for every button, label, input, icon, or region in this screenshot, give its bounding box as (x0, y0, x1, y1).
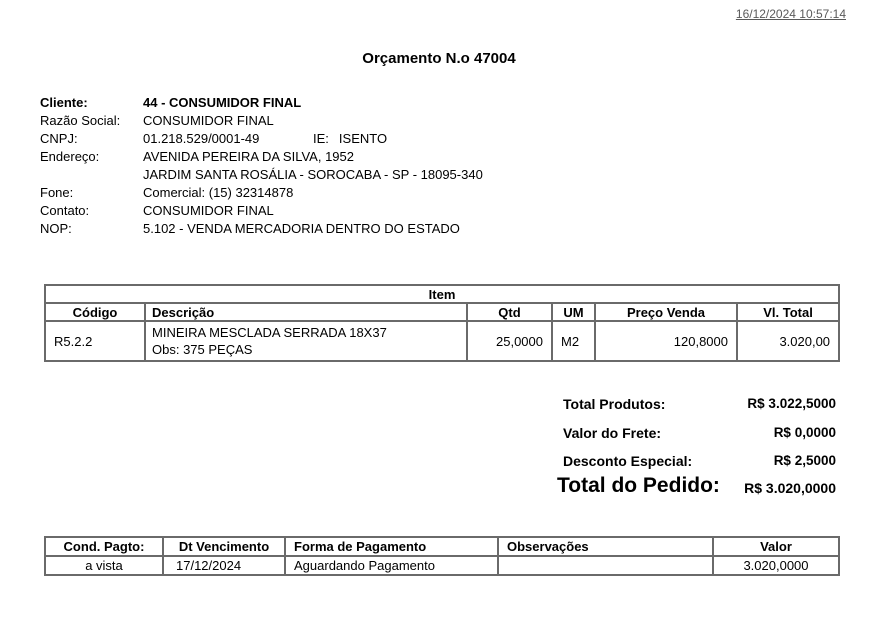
client-row-nop: NOP: 5.102 - VENDA MERCADORIA DENTRO DO E… (40, 220, 483, 238)
field-label: NOP: (40, 221, 72, 236)
item-um: M2 (552, 321, 595, 361)
page-title: Orçamento N.o 47004 (362, 50, 516, 67)
col-header-um: UM (552, 303, 595, 321)
field-label: Cliente: (40, 95, 88, 110)
field-value: 5.102 - VENDA MERCADORIA DENTRO DO ESTAD… (143, 221, 460, 236)
col-header-forma-pagamento: Forma de Pagamento (285, 537, 498, 556)
col-header-dt-vencimento: Dt Vencimento (163, 537, 285, 556)
items-table: Item Código Descrição Qtd UM Preço Venda… (44, 284, 841, 362)
client-row-cliente: Cliente: 44 - CONSUMIDOR FINAL (40, 94, 483, 112)
field-label: Razão Social: (40, 113, 121, 128)
ie-value: ISENTO (338, 131, 388, 146)
item-qtd: 25,0000 (467, 321, 552, 361)
payment-dt-vencimento: 17/12/2024 (163, 556, 285, 575)
col-header-observacoes: Observações (498, 537, 713, 556)
client-row-contato: Contato: CONSUMIDOR FINAL (40, 202, 483, 220)
field-value: JARDIM SANTA ROSÁLIA - SOROCABA - SP - 1… (143, 167, 483, 182)
payment-cond-pagto: a vista (45, 556, 163, 575)
client-row-fone: Fone: Comercial: (15) 32314878 (40, 184, 483, 202)
print-timestamp: 16/12/2024 10:57:14 (735, 7, 846, 21)
valor-frete-label: Valor do Frete: (563, 425, 662, 441)
item-vl-total: 3.020,00 (737, 321, 840, 361)
totals-block: Total Produtos: R$ 3.022,5000 Valor do F… (44, 392, 838, 512)
client-row-razao-social: Razão Social: CONSUMIDOR FINAL (40, 112, 483, 130)
item-preco-venda: 120,8000 (595, 321, 737, 361)
col-header-qtd: Qtd (467, 303, 552, 321)
totals-row-frete: Valor do Frete: R$ 0,0000 (44, 425, 838, 447)
item-codigo: R5.2.2 (45, 321, 145, 361)
col-header-vl-total: Vl. Total (737, 303, 840, 321)
field-value: CONSUMIDOR FINAL (143, 203, 274, 218)
field-value: Comercial: (15) 32314878 (143, 185, 294, 200)
col-header-preco-venda: Preço Venda (595, 303, 737, 321)
item-descricao-line1: MINEIRA MESCLADA SERRADA 18X37 (152, 325, 387, 340)
field-label: Endereço: (40, 149, 100, 164)
field-value: 44 - CONSUMIDOR FINAL (143, 95, 302, 110)
total-produtos-value: R$ 3.022,5000 (747, 396, 836, 411)
payment-table-header-row: Cond. Pagto: Dt Vencimento Forma de Paga… (45, 537, 839, 556)
total-pedido-value: R$ 3.020,0000 (744, 480, 836, 496)
item-row: R5.2.2 MINEIRA MESCLADA SERRADA 18X37 Ob… (45, 321, 840, 361)
totals-row-desconto: Desconto Especial: R$ 2,5000 (44, 453, 838, 475)
field-label: Fone: (40, 185, 74, 200)
field-value: 01.218.529/0001-49 (143, 131, 260, 146)
client-row-endereco: Endereço: AVENIDA PEREIRA DA SILVA, 1952 (40, 148, 483, 166)
items-table-title: Item (45, 285, 840, 303)
field-label: Contato: (40, 203, 90, 218)
col-header-descricao: Descrição (145, 303, 467, 321)
payment-row: a vista 17/12/2024 Aguardando Pagamento … (45, 556, 839, 575)
total-pedido-label: Total do Pedido: (557, 474, 720, 497)
client-row-cnpj: CNPJ: 01.218.529/0001-49 IE: ISENTO (40, 130, 483, 148)
item-descricao: MINEIRA MESCLADA SERRADA 18X37 Obs: 375 … (145, 321, 467, 361)
col-header-codigo: Código (45, 303, 145, 321)
col-header-valor: Valor (713, 537, 839, 556)
payment-forma-pagamento: Aguardando Pagamento (285, 556, 498, 575)
totals-row-pedido: Total do Pedido: R$ 3.020,0000 (44, 474, 838, 500)
payment-observacoes (498, 556, 713, 575)
items-table-header-row: Código Descrição Qtd UM Preço Venda Vl. … (45, 303, 840, 321)
client-info-block: Cliente: 44 - CONSUMIDOR FINAL Razão Soci… (40, 94, 483, 238)
item-descricao-line2: Obs: 375 PEÇAS (152, 342, 253, 357)
items-table-section-row: Item (45, 285, 840, 303)
col-header-cond-pagto: Cond. Pagto: (45, 537, 163, 556)
valor-frete-value: R$ 0,0000 (773, 425, 836, 440)
field-label: CNPJ: (40, 131, 78, 146)
ie-label: IE: (313, 131, 329, 146)
total-produtos-label: Total Produtos: (563, 396, 666, 412)
field-value: AVENIDA PEREIRA DA SILVA, 1952 (143, 149, 354, 164)
payment-valor: 3.020,0000 (713, 556, 839, 575)
totals-row-produtos: Total Produtos: R$ 3.022,5000 (44, 396, 838, 418)
payment-table: Cond. Pagto: Dt Vencimento Forma de Paga… (44, 536, 840, 576)
desconto-especial-value: R$ 2,5000 (773, 453, 836, 468)
field-value: CONSUMIDOR FINAL (143, 113, 274, 128)
desconto-especial-label: Desconto Especial: (563, 453, 693, 469)
client-row-endereco-line2: JARDIM SANTA ROSÁLIA - SOROCABA - SP - 1… (40, 166, 483, 184)
